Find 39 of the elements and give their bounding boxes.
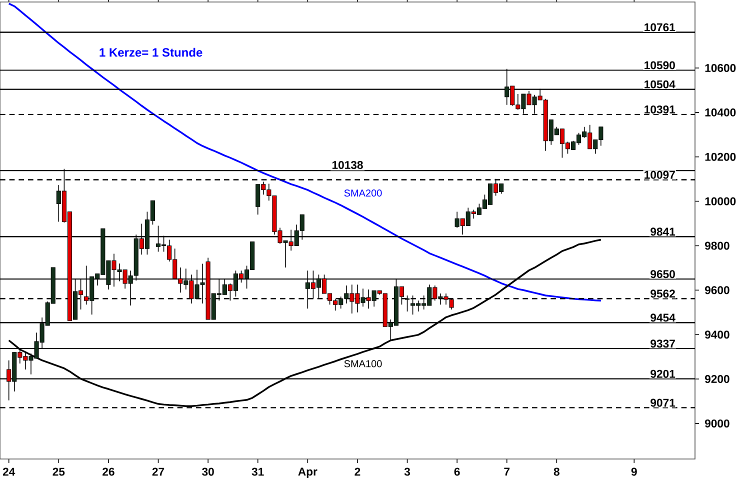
x-tick-label: 26 bbox=[102, 468, 114, 476]
y-tick-label: 9200 bbox=[705, 375, 730, 384]
series-label: SMA200 bbox=[344, 189, 382, 197]
x-tick-label: 8 bbox=[554, 468, 560, 476]
x-tick-label: 27 bbox=[152, 468, 164, 476]
y-tick-label: 10600 bbox=[705, 64, 736, 72]
x-tick-label: 2 bbox=[354, 468, 360, 476]
y-tick-label: 9800 bbox=[705, 242, 730, 250]
line-series bbox=[8, 2, 602, 302]
ref-line-label: 10761 bbox=[644, 23, 676, 32]
y-tick-label: 10400 bbox=[705, 108, 736, 116]
x-tick-label: 6 bbox=[454, 468, 460, 476]
x-tick-label: 25 bbox=[52, 468, 65, 476]
ref-line-label: 10590 bbox=[644, 61, 675, 70]
y-tick-label: 9000 bbox=[705, 419, 730, 428]
ref-line-label: 9201 bbox=[650, 370, 676, 378]
ref-line-label: 10504 bbox=[644, 80, 676, 88]
ref-line-label: 9562 bbox=[650, 290, 675, 298]
x-tick-label: 7 bbox=[504, 468, 510, 476]
y-tick-label: 9600 bbox=[705, 286, 730, 294]
ref-line-label: 10391 bbox=[644, 105, 676, 114]
annotation: 1 Kerze= 1 Stunde bbox=[100, 48, 202, 57]
ref-line-label: 9337 bbox=[650, 340, 675, 348]
y-tick-label: 10000 bbox=[705, 197, 736, 206]
ref-line-label: 9841 bbox=[650, 228, 676, 236]
y-tick-label: 9400 bbox=[705, 330, 730, 339]
x-tick-label: 9 bbox=[631, 468, 637, 476]
x-tick-label: Apr bbox=[298, 468, 318, 478]
ref-line-label: 10138 bbox=[332, 161, 363, 170]
ref-line-label: 9650 bbox=[650, 270, 675, 278]
x-tick-label: 30 bbox=[202, 468, 214, 476]
series-label: SMA100 bbox=[344, 360, 382, 368]
ref-line-label: 9071 bbox=[650, 398, 676, 407]
ref-line-label: 9454 bbox=[650, 314, 676, 322]
ref-line-label: 10097 bbox=[644, 170, 675, 179]
x-tick-label: 3 bbox=[404, 468, 410, 476]
x-tick-label: 24 bbox=[2, 468, 16, 476]
y-tick-label: 10200 bbox=[705, 152, 736, 161]
x-tick-label: 31 bbox=[252, 468, 264, 476]
